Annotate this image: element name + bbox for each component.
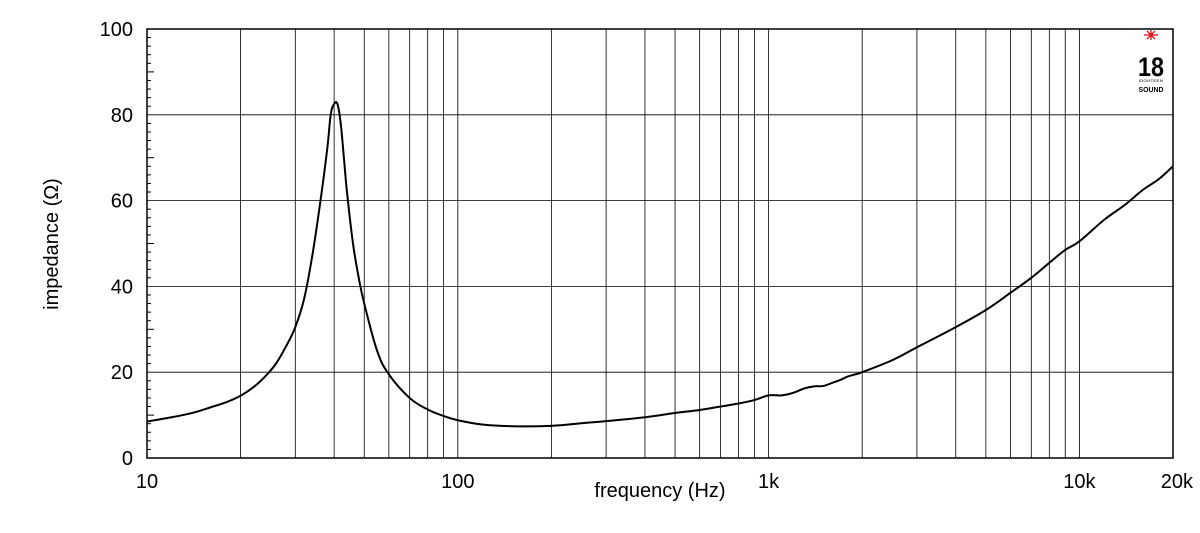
y-tick-label: 100	[100, 19, 133, 41]
y-tick-label: 60	[111, 191, 133, 213]
logo-number: 18	[1138, 52, 1164, 82]
red-star-icon	[1144, 30, 1158, 40]
x-tick-label: 20k	[1161, 471, 1194, 493]
tick-labels: 10 100 1k 10k 20k 0 20 40 60 80 100	[100, 19, 1194, 493]
y-tick-label: 20	[111, 362, 133, 384]
logo-word: SOUND	[1139, 87, 1164, 94]
plot-frame	[146, 28, 1174, 459]
minor-y-ticks	[147, 37, 154, 450]
plot-series	[146, 101, 1174, 428]
y-tick-label: 80	[111, 105, 133, 127]
y-axis-title: impedance (Ω)	[41, 178, 63, 310]
y-tick-label: 0	[122, 448, 133, 470]
grid-lines	[147, 29, 1173, 458]
x-tick-label: 100	[441, 471, 474, 493]
x-axis-title: frequency (Hz)	[594, 480, 725, 502]
x-tick-label: 10	[136, 471, 158, 493]
impedance-curve	[146, 101, 1174, 428]
y-tick-label: 40	[111, 276, 133, 298]
x-tick-label: 1k	[758, 471, 780, 493]
x-tick-label: 10k	[1063, 471, 1096, 493]
brand-logo: 18 EIGHTEEN SOUND	[1138, 30, 1164, 94]
logo-tagline: EIGHTEEN	[1139, 79, 1164, 83]
